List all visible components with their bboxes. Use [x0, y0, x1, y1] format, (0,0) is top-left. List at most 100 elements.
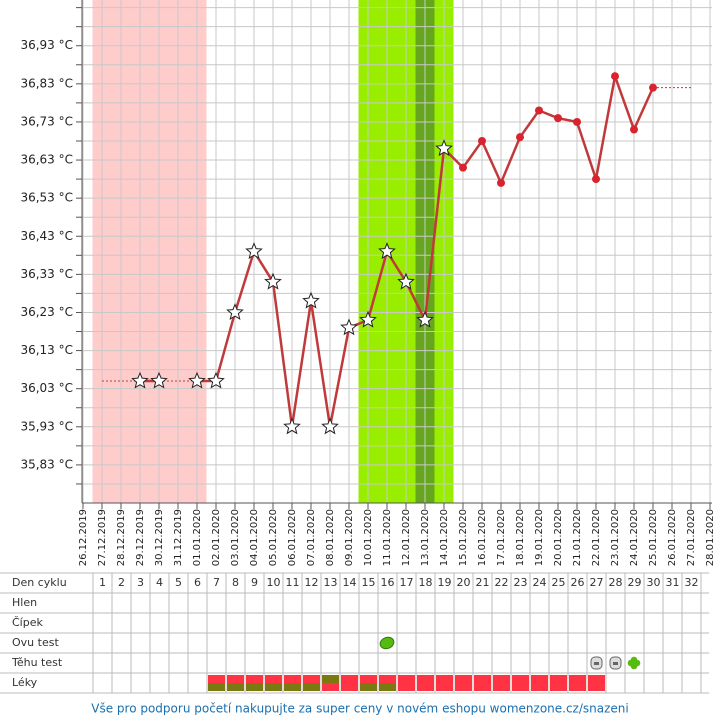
y-tick-label: 35,93 °C: [20, 419, 73, 433]
y-tick-label: 36,83 °C: [20, 76, 73, 90]
day-number: 30: [647, 576, 661, 589]
med-square-top: [360, 675, 377, 683]
day-number: 25: [552, 576, 566, 589]
x-tick-label: 20.01.2020: [553, 509, 564, 566]
med-square: [436, 675, 453, 691]
x-tick-label: 02.01.2020: [211, 509, 222, 566]
star-point: [131, 371, 149, 389]
day-number: 20: [457, 576, 471, 589]
x-tick-label: 23.01.2020: [610, 509, 621, 566]
med-square: [588, 675, 605, 691]
x-tick-label: 18.01.2020: [515, 509, 526, 566]
x-tick-label: 16.01.2020: [477, 509, 488, 566]
day-number: 16: [381, 576, 395, 589]
x-tick-label: 26.01.2020: [667, 509, 678, 566]
day-number: 17: [400, 576, 414, 589]
day-number: 5: [175, 576, 182, 589]
x-tick-label: 06.01.2020: [287, 509, 298, 566]
day-number: 22: [495, 576, 509, 589]
y-tick-label: 36,43 °C: [20, 229, 73, 243]
dot-point: [592, 175, 600, 184]
x-tick-label: 27.12.2019: [97, 509, 108, 566]
day-number: 10: [267, 576, 281, 589]
med-square-bottom: [379, 683, 396, 691]
star-point: [264, 272, 282, 290]
day-number: 19: [438, 576, 452, 589]
med-square-bottom: [322, 683, 339, 691]
star-point: [321, 417, 339, 435]
row-label: Těhu test: [11, 656, 63, 669]
med-square-bottom: [265, 683, 282, 691]
day-number: 18: [419, 576, 433, 589]
day-number: 27: [590, 576, 604, 589]
med-square-top: [246, 675, 263, 683]
day-number: 14: [343, 576, 357, 589]
day-number: 28: [609, 576, 623, 589]
x-tick-label: 07.01.2020: [306, 509, 317, 566]
row-label: Hlen: [12, 596, 37, 609]
y-tick-label: 36,63 °C: [20, 153, 73, 167]
x-tick-label: 03.01.2020: [230, 509, 241, 566]
x-tick-label: 24.01.2020: [629, 509, 640, 566]
star-point: [397, 272, 415, 290]
x-tick-label: 14.01.2020: [439, 509, 450, 566]
day-number: 3: [137, 576, 144, 589]
med-square-bottom: [284, 683, 301, 691]
med-square-bottom: [246, 683, 263, 691]
star-point: [302, 291, 320, 309]
x-tick-label: 11.01.2020: [382, 509, 393, 566]
y-tick-label: 36,23 °C: [20, 305, 73, 319]
row-label: Den cyklu: [12, 576, 67, 589]
dot-point: [535, 106, 543, 115]
day-number: 15: [362, 576, 376, 589]
day-number: 6: [194, 576, 201, 589]
x-tick-label: 04.01.2020: [249, 509, 260, 566]
star-point: [435, 139, 453, 157]
med-square-top: [208, 675, 225, 683]
dot-point: [478, 136, 486, 145]
row-label: Léky: [12, 676, 38, 689]
y-tick-label: 35,83 °C: [20, 457, 73, 471]
x-tick-label: 01.01.2020: [192, 509, 203, 566]
star-point: [150, 371, 168, 389]
med-square: [493, 675, 510, 691]
band: [92, 0, 207, 503]
day-number: 26: [571, 576, 585, 589]
med-square-top: [379, 675, 396, 683]
x-tick-label: 13.01.2020: [420, 509, 431, 566]
med-square-bottom: [227, 683, 244, 691]
med-square: [474, 675, 491, 691]
x-tick-label: 29.12.2019: [135, 509, 146, 566]
x-tick-label: 17.01.2020: [496, 509, 507, 566]
day-number: 13: [324, 576, 338, 589]
med-square: [398, 675, 415, 691]
x-tick-label: 10.01.2020: [363, 509, 374, 566]
dot-point: [459, 163, 467, 172]
day-number: 1: [99, 576, 106, 589]
day-number: 32: [685, 576, 699, 589]
x-tick-label: 08.01.2020: [325, 509, 336, 566]
day-number: 11: [286, 576, 300, 589]
footer-link[interactable]: Vše pro podporu početí nakupujte za supe…: [91, 702, 628, 716]
star-point: [359, 310, 377, 328]
med-square: [512, 675, 529, 691]
day-number: 21: [476, 576, 490, 589]
day-number: 31: [666, 576, 680, 589]
star-point: [207, 371, 225, 389]
day-number: 4: [156, 576, 163, 589]
day-number: 12: [305, 576, 319, 589]
x-tick-label: 15.01.2020: [458, 509, 469, 566]
dot-point: [516, 133, 524, 142]
row-label: Ovu test: [12, 636, 59, 649]
day-number: 9: [251, 576, 258, 589]
x-tick-label: 05.01.2020: [268, 509, 279, 566]
x-tick-label: 27.01.2020: [686, 509, 697, 566]
med-square-top: [284, 675, 301, 683]
day-number: 29: [628, 576, 642, 589]
day-number: 8: [232, 576, 239, 589]
dot-point: [611, 72, 619, 81]
med-square-bottom: [208, 683, 225, 691]
day-number: 2: [118, 576, 125, 589]
